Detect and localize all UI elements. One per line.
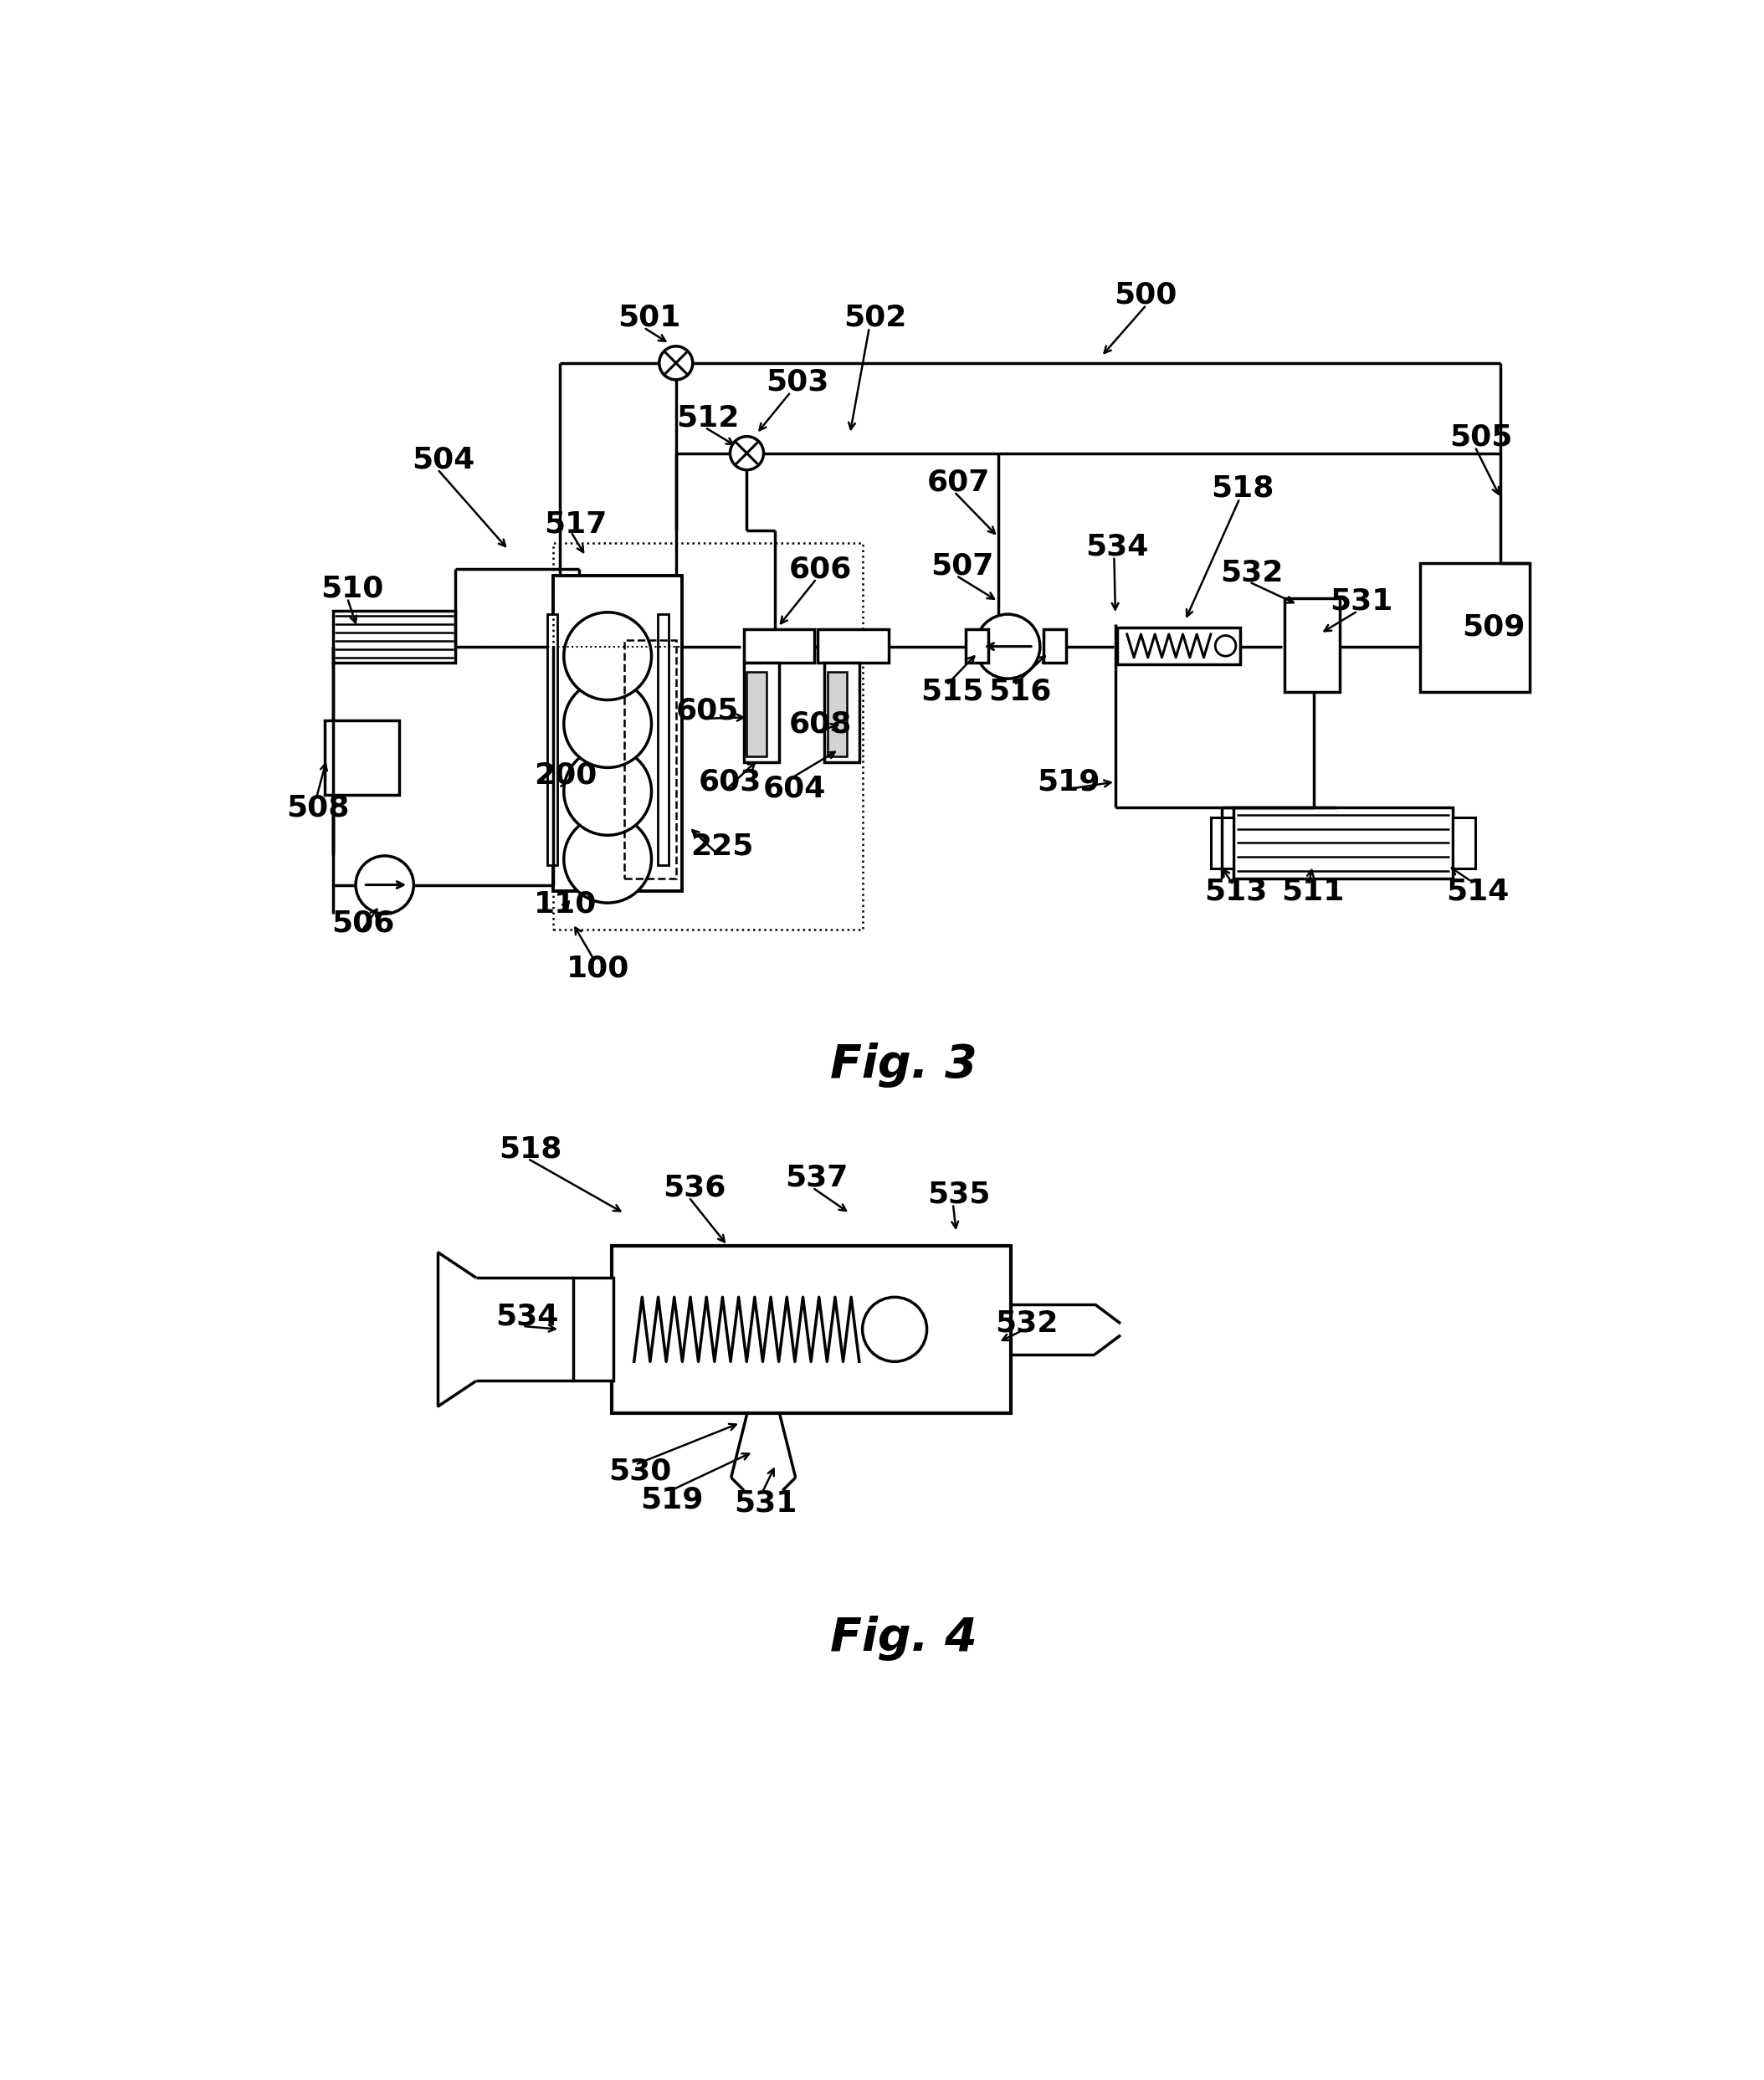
Text: 518: 518 [1210, 474, 1274, 503]
Text: 519: 519 [1037, 768, 1101, 797]
Circle shape [356, 855, 415, 913]
Bar [746, 672, 766, 755]
Text: 508: 508 [286, 792, 349, 822]
Bar [1043, 628, 1065, 664]
Bar [827, 672, 847, 755]
Text: 502: 502 [843, 304, 907, 333]
Bar [573, 1277, 614, 1381]
Bar [1210, 817, 1233, 869]
Text: 537: 537 [785, 1163, 848, 1192]
Text: 516: 516 [988, 678, 1051, 705]
Text: 535: 535 [928, 1179, 990, 1208]
Bar [333, 612, 455, 664]
Bar [554, 576, 683, 890]
Bar [325, 720, 399, 795]
Circle shape [975, 614, 1041, 678]
Text: 532: 532 [1221, 557, 1284, 587]
Bar [1420, 564, 1529, 691]
Text: 510: 510 [321, 574, 383, 603]
Circle shape [863, 1298, 926, 1362]
Text: 507: 507 [930, 551, 993, 580]
Bar [554, 543, 863, 930]
Text: Fig. 4: Fig. 4 [831, 1616, 977, 1662]
Text: 509: 509 [1462, 614, 1526, 641]
Text: Fig. 3: Fig. 3 [831, 1042, 977, 1088]
Text: 503: 503 [766, 368, 829, 397]
Bar [744, 664, 780, 763]
Text: 605: 605 [676, 697, 739, 726]
Text: 501: 501 [617, 304, 681, 333]
Bar [967, 628, 988, 664]
Bar [1233, 807, 1452, 878]
Text: 534: 534 [496, 1302, 559, 1331]
Text: 504: 504 [411, 445, 475, 474]
Text: 514: 514 [1446, 878, 1508, 905]
Text: 110: 110 [534, 890, 598, 919]
Text: 536: 536 [663, 1173, 727, 1202]
Circle shape [730, 437, 764, 470]
Text: 531: 531 [734, 1489, 797, 1518]
Text: 517: 517 [543, 510, 607, 539]
Circle shape [564, 747, 651, 836]
Bar [824, 664, 859, 763]
Text: 606: 606 [789, 555, 852, 582]
Text: 506: 506 [332, 909, 395, 938]
Text: 532: 532 [995, 1308, 1058, 1337]
Circle shape [564, 680, 651, 768]
Bar [612, 1246, 1011, 1412]
Text: 603: 603 [699, 768, 762, 797]
Text: 519: 519 [640, 1485, 704, 1514]
Text: 530: 530 [609, 1456, 672, 1485]
Text: 505: 505 [1450, 422, 1512, 451]
Text: 534: 534 [1085, 532, 1148, 562]
Bar [624, 641, 676, 878]
Text: 515: 515 [921, 678, 984, 705]
Bar [818, 628, 889, 664]
Bar [658, 614, 669, 865]
Bar [1117, 628, 1240, 664]
Bar [547, 614, 557, 865]
Bar [744, 628, 815, 664]
Text: 608: 608 [789, 709, 852, 738]
Circle shape [1215, 636, 1237, 655]
Text: 531: 531 [1330, 587, 1394, 616]
Circle shape [564, 815, 651, 903]
Text: 100: 100 [566, 955, 630, 984]
Text: 225: 225 [690, 832, 753, 861]
Text: 500: 500 [1115, 281, 1177, 310]
Text: 511: 511 [1282, 878, 1344, 905]
Text: 512: 512 [676, 404, 739, 433]
Text: 513: 513 [1205, 878, 1267, 905]
Text: 607: 607 [928, 468, 990, 497]
Bar [1452, 817, 1475, 869]
Text: 604: 604 [764, 774, 826, 803]
Bar [1284, 599, 1339, 691]
Text: 518: 518 [499, 1136, 561, 1163]
Text: 200: 200 [534, 761, 598, 790]
Circle shape [660, 345, 693, 381]
Circle shape [564, 612, 651, 701]
